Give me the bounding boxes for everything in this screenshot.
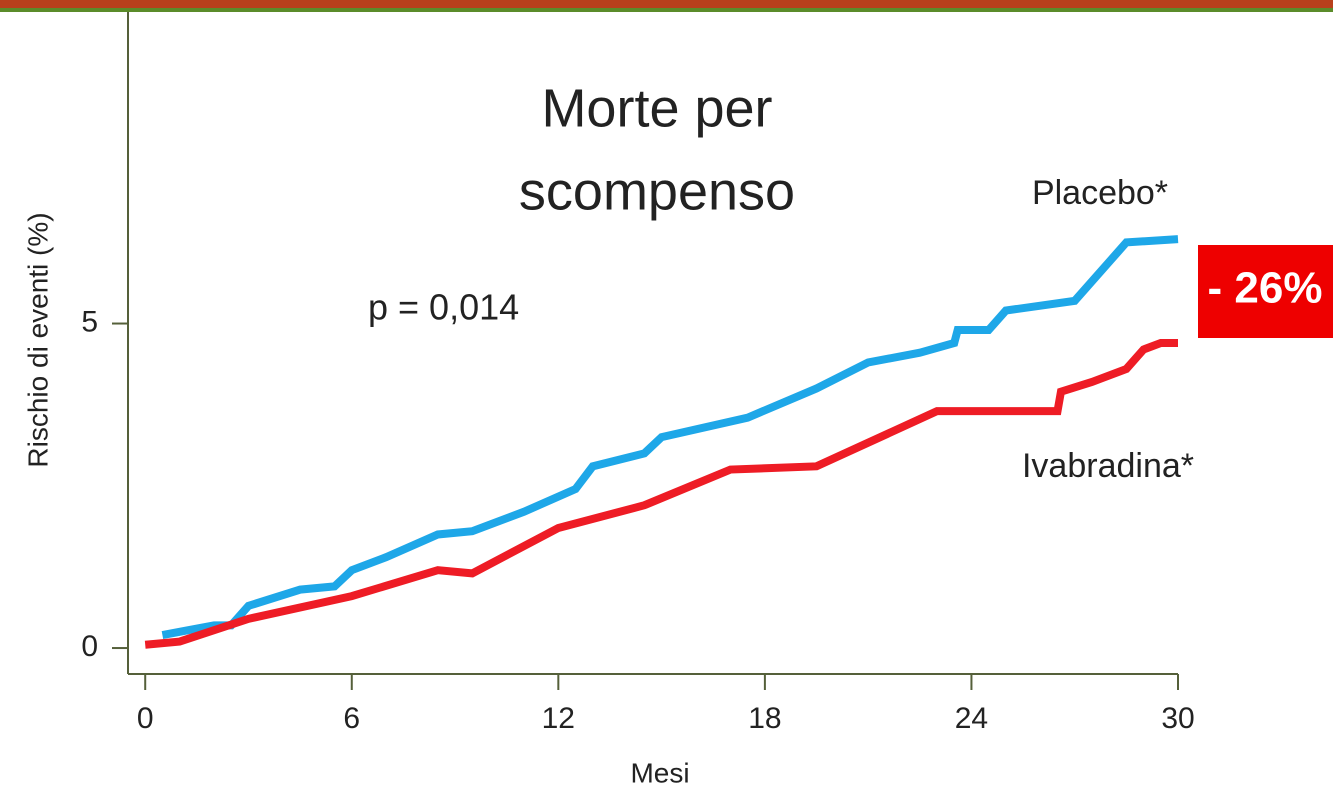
reduction-box: [1198, 245, 1333, 338]
chart-title: Morte per: [541, 78, 772, 138]
series-label: Ivabradina*: [1022, 447, 1194, 485]
series-label: Placebo*: [1032, 174, 1168, 212]
top-stripe: [0, 8, 1333, 12]
top-band: [0, 0, 1333, 8]
x-tick-label: 24: [955, 702, 988, 735]
x-tick-label: 12: [542, 702, 575, 735]
y-axis-label: Rischio di eventi (%): [22, 212, 53, 467]
series-line: [144, 339, 1178, 649]
reduction-label: - 26%: [1208, 264, 1323, 313]
x-tick-label: 6: [343, 702, 360, 735]
series-line: [161, 235, 1179, 639]
x-tick-label: 18: [748, 702, 781, 735]
y-tick-label: 5: [81, 305, 98, 338]
p-value: p = 0,014: [368, 287, 519, 328]
x-tick-label: 0: [137, 702, 154, 735]
chart-title: scompenso: [519, 161, 795, 221]
x-axis-label: Mesi: [630, 757, 689, 788]
y-tick-label: 0: [81, 630, 98, 663]
x-tick-label: 30: [1161, 702, 1194, 735]
